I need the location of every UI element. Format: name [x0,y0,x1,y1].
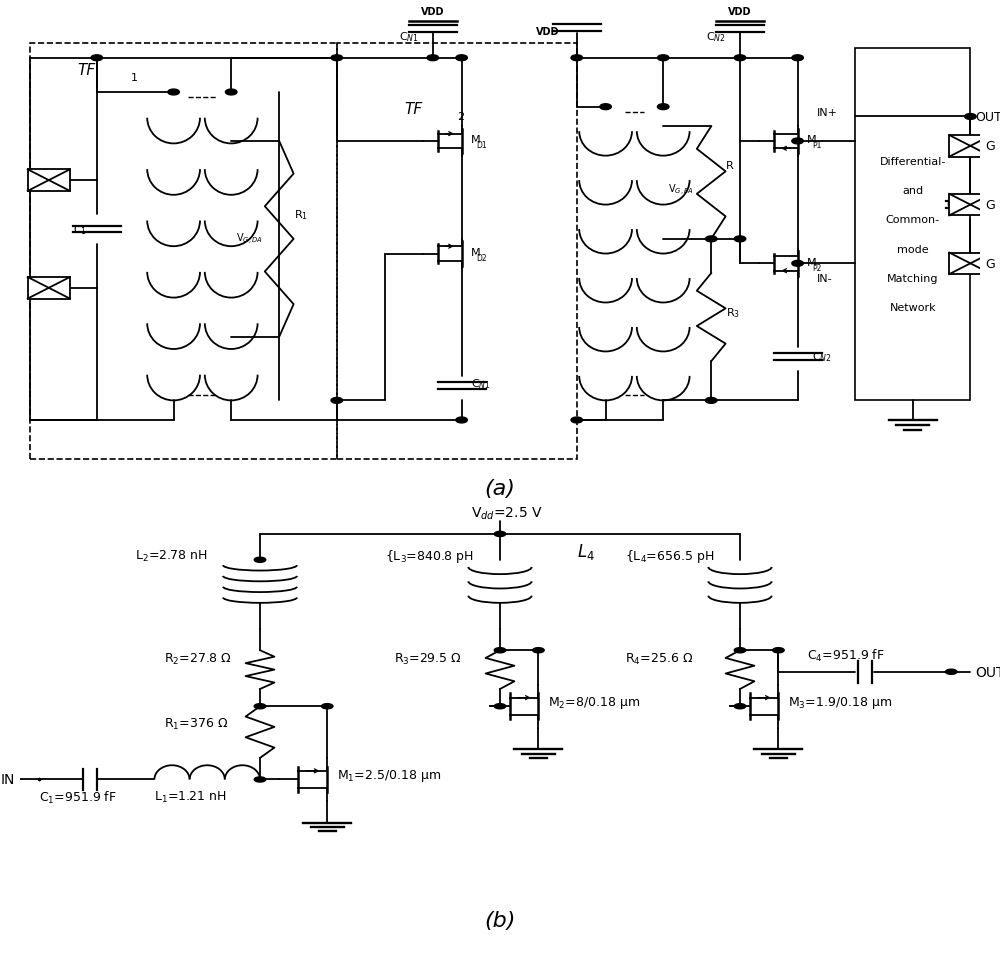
Text: L$_2$=2.78 nH: L$_2$=2.78 nH [135,549,208,563]
Text: IN: IN [1,773,15,786]
Text: M: M [471,135,481,146]
Circle shape [225,90,237,96]
Text: $\{$L$_3$=840.8 pH: $\{$L$_3$=840.8 pH [385,548,474,564]
Circle shape [705,237,717,243]
Text: IN+: IN+ [817,108,838,117]
Text: M$_1$=2.5/0.18 μm: M$_1$=2.5/0.18 μm [337,768,441,783]
Circle shape [331,56,343,62]
Circle shape [792,139,803,145]
Text: M: M [807,135,817,146]
Circle shape [168,90,179,96]
Bar [28,170,70,192]
Circle shape [254,557,266,562]
Text: G: G [985,257,995,271]
Text: Common-: Common- [886,215,940,225]
Circle shape [494,648,506,653]
Text: OUT: OUT [975,111,1000,124]
Text: C$_{N2}$: C$_{N2}$ [812,350,832,364]
Bar [949,195,992,216]
Text: C$_{N1}$: C$_{N1}$ [471,377,491,391]
Circle shape [91,56,103,62]
Text: TF: TF [404,103,422,117]
Text: D1: D1 [476,141,487,151]
Circle shape [456,56,467,62]
Text: P2: P2 [812,263,822,273]
Text: C$_{N1}$: C$_{N1}$ [399,29,419,44]
Text: R: R [726,161,733,171]
Text: C$_1$: C$_1$ [73,223,87,237]
Text: Network: Network [889,303,936,313]
Text: (a): (a) [485,479,515,499]
Circle shape [254,704,266,709]
Circle shape [571,56,583,62]
Circle shape [456,418,467,423]
Text: and: and [902,186,923,196]
Circle shape [734,704,746,709]
Text: C$_4$=951.9 fF: C$_4$=951.9 fF [807,646,885,663]
Text: Differential-: Differential- [880,156,946,166]
Circle shape [945,670,957,675]
Circle shape [321,704,333,709]
Circle shape [734,237,746,243]
Text: R$_1$=376 $\Omega$: R$_1$=376 $\Omega$ [164,716,228,732]
Text: R$_1$: R$_1$ [294,208,308,222]
Text: C$_{N2}$: C$_{N2}$ [706,29,726,44]
Text: OUT: OUT [975,665,1000,679]
Text: D2: D2 [476,253,487,263]
Text: P1: P1 [812,141,822,151]
Text: M: M [471,247,481,258]
Text: R$_2$=27.8 $\Omega$: R$_2$=27.8 $\Omega$ [164,651,232,667]
Text: R$_3$: R$_3$ [726,306,740,320]
Circle shape [773,648,784,653]
Text: 2: 2 [457,112,464,122]
Text: IN-: IN- [817,274,832,284]
Text: VDD: VDD [728,7,752,18]
Text: C$_1$=951.9 fF: C$_1$=951.9 fF [39,789,117,805]
Text: M$_2$=8/0.18 μm: M$_2$=8/0.18 μm [548,694,640,710]
Circle shape [705,398,717,404]
Circle shape [792,56,803,62]
Text: VDD: VDD [536,26,560,37]
Text: M$_3$=1.9/0.18 μm: M$_3$=1.9/0.18 μm [788,694,892,710]
Circle shape [494,532,506,537]
Circle shape [533,648,544,653]
Text: V$_{dd}$=2.5 V: V$_{dd}$=2.5 V [471,505,543,521]
Text: R$_3$=29.5 $\Omega$: R$_3$=29.5 $\Omega$ [394,651,462,667]
Text: L$_1$=1.21 nH: L$_1$=1.21 nH [154,789,227,805]
Text: L$_4$: L$_4$ [577,542,595,561]
Bar [28,278,70,299]
Circle shape [965,114,976,120]
Text: 1: 1 [130,73,137,83]
Circle shape [734,56,746,62]
Bar [949,136,992,157]
Text: G: G [985,140,995,154]
Text: V$_{G,PA}$: V$_{G,PA}$ [668,183,694,199]
Text: (b): (b) [484,911,516,930]
Circle shape [657,56,669,62]
Text: C$_L$: C$_L$ [946,199,960,212]
Text: R$_4$=25.6 $\Omega$: R$_4$=25.6 $\Omega$ [625,651,693,667]
Text: TF: TF [78,64,96,78]
Circle shape [427,56,439,62]
Circle shape [494,704,506,709]
Text: $\{$L$_4$=656.5 pH: $\{$L$_4$=656.5 pH [625,548,714,564]
Text: VDD: VDD [421,7,445,18]
Circle shape [600,105,611,111]
Circle shape [734,648,746,653]
Text: G: G [985,199,995,212]
Text: Matching: Matching [887,274,939,284]
Bar [30,44,337,460]
Bar [337,44,577,460]
Circle shape [571,418,583,423]
Circle shape [657,105,669,111]
Circle shape [254,778,266,782]
Circle shape [331,398,343,404]
Circle shape [792,261,803,267]
Text: M: M [807,257,817,268]
Bar [855,49,970,401]
Text: mode: mode [897,244,929,254]
Text: V$_{G,DA}$: V$_{G,DA}$ [236,232,263,247]
Bar [949,253,992,275]
